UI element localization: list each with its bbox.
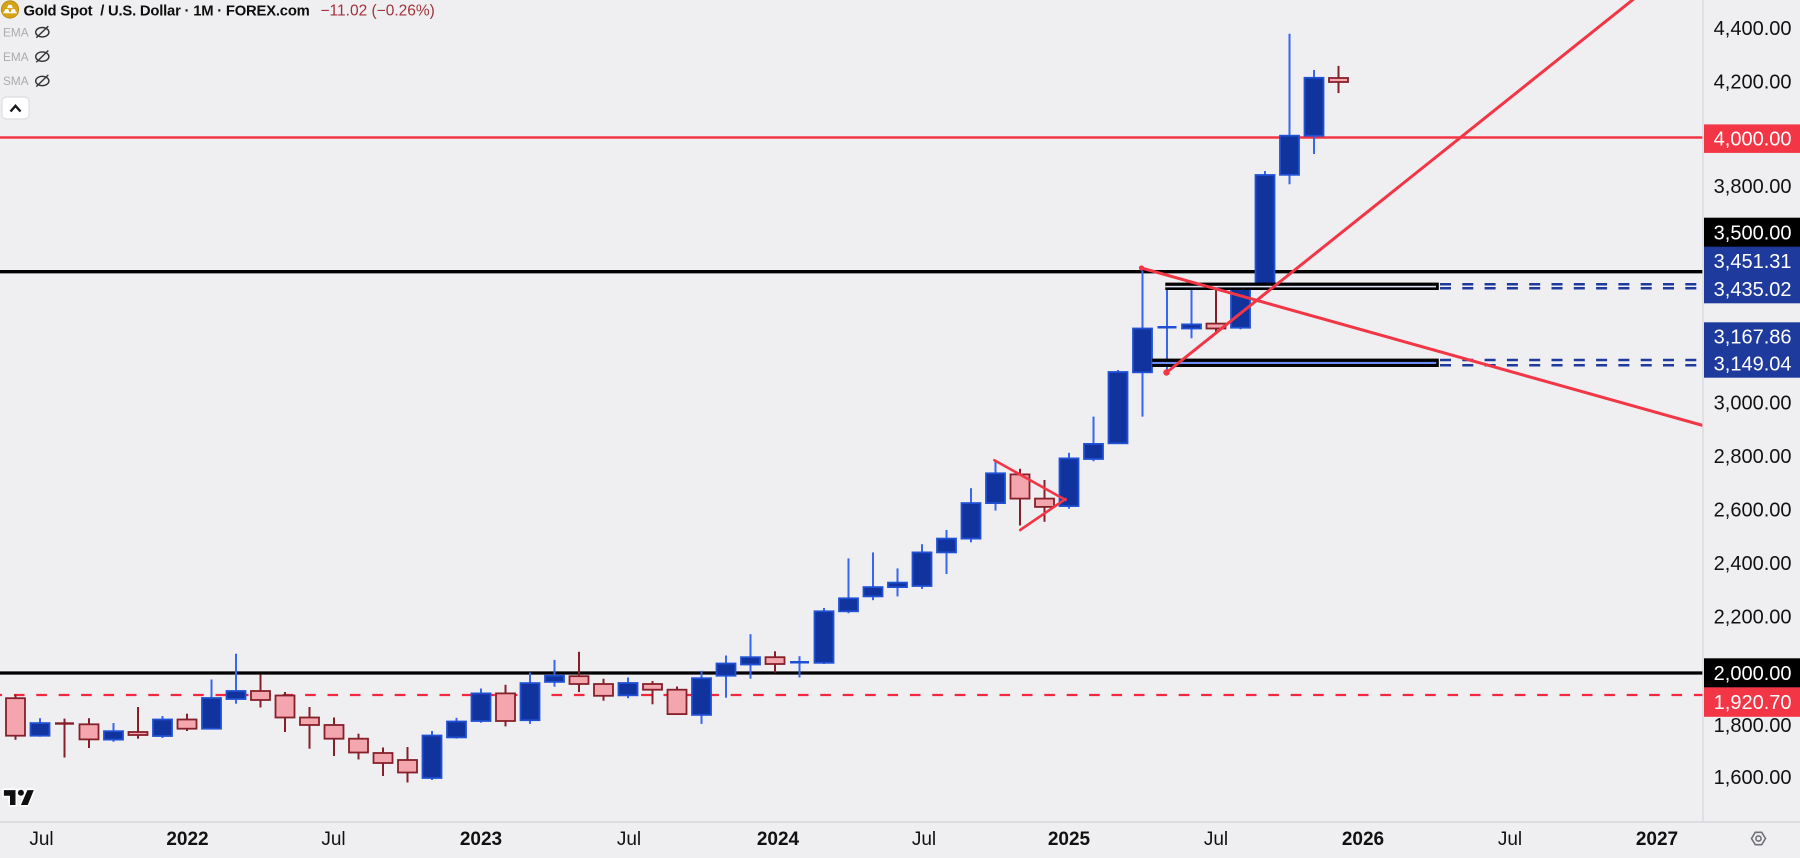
- svg-text:4,400.00: 4,400.00: [1714, 18, 1792, 40]
- svg-text:3,000.00: 3,000.00: [1714, 392, 1792, 414]
- svg-text:4,200.00: 4,200.00: [1714, 71, 1792, 93]
- svg-text:Jul: Jul: [617, 829, 641, 850]
- svg-text:3,451.31: 3,451.31: [1714, 251, 1792, 273]
- svg-text:2,800.00: 2,800.00: [1714, 446, 1792, 468]
- svg-text:3,435.02: 3,435.02: [1714, 279, 1792, 301]
- svg-text:EMA: EMA: [3, 50, 29, 64]
- svg-text:Jul: Jul: [321, 829, 345, 850]
- svg-text:Jul: Jul: [29, 829, 53, 850]
- svg-text:2,200.00: 2,200.00: [1714, 606, 1792, 628]
- svg-text:2022: 2022: [166, 829, 208, 850]
- svg-text:Gold Spot / U.S. Dollar · 1M: Gold Spot / U.S. Dollar · 1M · FOREX.com: [24, 3, 310, 19]
- svg-text:−11.02 (−0.26%): −11.02 (−0.26%): [321, 2, 435, 19]
- svg-text:Jul: Jul: [1204, 829, 1228, 850]
- svg-text:2,600.00: 2,600.00: [1714, 499, 1792, 521]
- svg-text:2024: 2024: [757, 829, 800, 850]
- svg-text:EMA: EMA: [3, 25, 29, 39]
- svg-text:2026: 2026: [1342, 829, 1384, 850]
- svg-text:2023: 2023: [460, 829, 502, 850]
- svg-text:Jul: Jul: [912, 829, 936, 850]
- svg-text:Jul: Jul: [1498, 829, 1522, 850]
- svg-text:2027: 2027: [1636, 829, 1678, 850]
- svg-text:2,400.00: 2,400.00: [1714, 553, 1792, 575]
- svg-text:1,920.70: 1,920.70: [1714, 692, 1792, 714]
- svg-text:1,600.00: 1,600.00: [1714, 767, 1792, 789]
- svg-text:1,800.00: 1,800.00: [1714, 715, 1792, 737]
- svg-text:3,800.00: 3,800.00: [1714, 176, 1792, 198]
- svg-text:4,000.00: 4,000.00: [1714, 129, 1792, 151]
- svg-text:2025: 2025: [1048, 829, 1091, 850]
- svg-text:SMA: SMA: [3, 74, 29, 88]
- svg-text:3,149.04: 3,149.04: [1714, 354, 1792, 376]
- svg-text:2,000.00: 2,000.00: [1714, 663, 1792, 685]
- svg-text:3,500.00: 3,500.00: [1714, 222, 1792, 244]
- svg-text:3,167.86: 3,167.86: [1714, 326, 1792, 348]
